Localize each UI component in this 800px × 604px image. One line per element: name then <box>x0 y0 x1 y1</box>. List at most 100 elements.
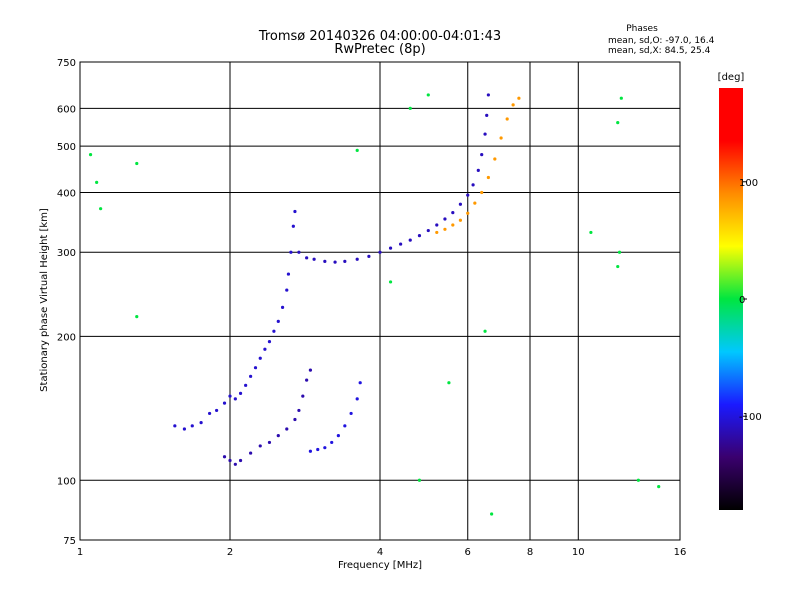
data-point <box>616 121 620 125</box>
data-point <box>486 93 490 97</box>
data-point <box>215 408 219 413</box>
data-point <box>222 401 227 405</box>
data-point <box>253 366 258 370</box>
colorbar-tick-label: 0 <box>739 295 745 306</box>
data-point <box>358 381 362 385</box>
data-point <box>355 257 359 261</box>
data-point <box>135 315 139 319</box>
data-point <box>343 259 347 264</box>
data-point <box>408 106 412 110</box>
data-point <box>483 132 487 136</box>
y-tick-label: 200 <box>57 332 76 343</box>
data-point <box>258 356 262 360</box>
data-point <box>589 230 593 235</box>
data-point <box>443 217 447 221</box>
data-point <box>308 449 313 453</box>
x-tick-label: 6 <box>465 547 471 558</box>
colorbar-tick-label: 100 <box>739 178 758 189</box>
data-point <box>228 458 232 463</box>
data-point <box>447 381 451 385</box>
data-point <box>471 183 475 187</box>
data-point <box>272 329 276 333</box>
x-tick-label: 4 <box>377 547 383 558</box>
data-point <box>336 434 340 438</box>
data-point <box>312 257 316 261</box>
data-point <box>258 444 262 448</box>
data-point <box>458 202 463 206</box>
data-point <box>367 254 371 259</box>
data-point <box>285 427 289 431</box>
data-point <box>355 397 359 401</box>
x-tick-label: 8 <box>527 547 533 558</box>
data-point <box>636 478 640 482</box>
colorbar-label: [deg] <box>718 72 745 83</box>
data-point <box>199 421 203 425</box>
data-point <box>399 242 403 246</box>
data-point <box>490 512 494 516</box>
y-tick-label: 300 <box>57 248 76 259</box>
data-point <box>285 288 289 292</box>
data-point <box>207 411 212 416</box>
data-point <box>182 427 186 431</box>
data-point <box>135 161 139 166</box>
data-point <box>267 340 272 344</box>
data-point <box>480 153 484 157</box>
data-point <box>443 227 447 231</box>
data-point <box>388 246 393 250</box>
data-point <box>511 103 515 107</box>
data-point <box>308 368 313 372</box>
data-point <box>435 223 439 227</box>
chart-subtitle: RwPretec (8p) <box>334 42 425 57</box>
data-point <box>451 211 455 215</box>
data-point <box>616 264 620 269</box>
data-point <box>249 374 253 378</box>
data-point <box>485 113 489 117</box>
data-point <box>249 451 253 455</box>
data-point <box>323 259 327 264</box>
data-point <box>276 434 280 438</box>
data-point <box>619 96 623 100</box>
data-point <box>417 478 422 482</box>
data-point <box>355 148 359 152</box>
axis-ticks: 1 2 4 6 8 10 16 75 100 200 300 400 500 600 750 <box>57 58 686 558</box>
stats-o-mode: mean, sd,O: -97.0, 16.4 <box>608 36 715 46</box>
data-point <box>343 424 347 428</box>
data-point <box>617 250 622 254</box>
grid <box>79 61 681 541</box>
data-point <box>486 175 490 180</box>
data-point <box>388 280 393 284</box>
y-tick-label: 750 <box>57 58 76 69</box>
data-point <box>466 211 470 215</box>
data-points <box>88 93 661 516</box>
data-point <box>233 462 237 466</box>
data-point <box>499 136 503 140</box>
x-tick-label: 16 <box>674 547 687 558</box>
data-point <box>291 224 295 228</box>
chart-title: Tromsø 20140326 04:00:00-04:01:43 <box>258 29 501 44</box>
data-point <box>435 230 439 235</box>
data-point <box>417 233 422 238</box>
data-point <box>333 260 337 264</box>
data-point <box>286 272 291 276</box>
data-point <box>280 305 285 309</box>
colorbar-tick-label: -100 <box>739 412 762 423</box>
colorbar: 100 0 -100 <box>719 88 762 510</box>
data-point <box>222 455 227 459</box>
data-point <box>276 319 280 323</box>
data-point <box>233 397 237 401</box>
stats-x-mode: mean, sd,X: 84.5, 25.4 <box>608 46 711 56</box>
data-point <box>316 447 320 452</box>
data-point <box>238 458 243 463</box>
data-point <box>657 485 661 489</box>
data-point <box>480 190 484 195</box>
data-point <box>473 201 477 205</box>
stats-heading: Phases <box>626 24 658 34</box>
data-point <box>483 329 487 333</box>
data-point <box>323 446 327 450</box>
data-point <box>263 347 267 351</box>
x-tick-label: 2 <box>227 547 233 558</box>
data-point <box>493 157 497 161</box>
x-tick-label: 1 <box>77 547 83 558</box>
